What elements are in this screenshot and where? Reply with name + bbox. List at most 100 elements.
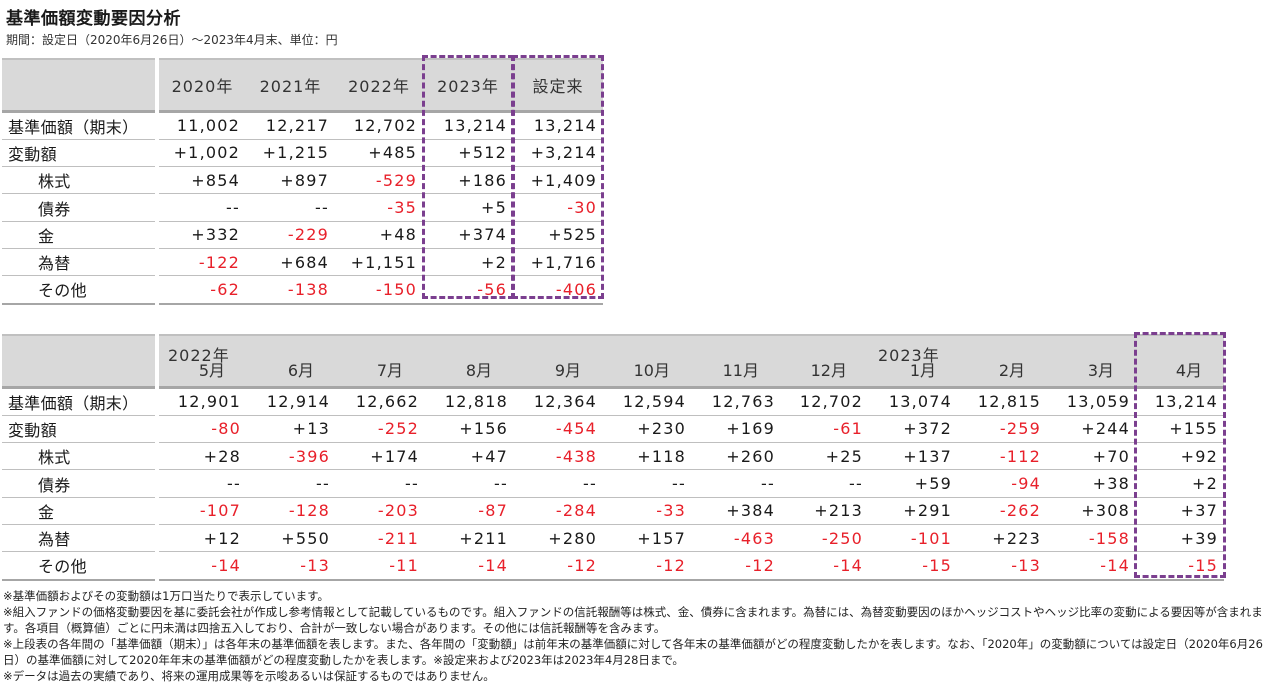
table-cell: 12,815 — [958, 387, 1047, 416]
table-cell: -62 — [159, 275, 246, 305]
table-cell: -15 — [869, 551, 958, 581]
table-cell: +2 — [423, 248, 513, 277]
monthly-row: 金 -107 -128 -203 -87 -284 -33 +384 +213 +291 -262 +… — [2, 497, 1224, 525]
table-cell: +384 — [692, 497, 781, 525]
table-cell: -12 — [603, 551, 692, 581]
year-label-2022: 2022年 — [168, 346, 230, 365]
row-label: 債券 — [2, 469, 155, 498]
table-cell: -138 — [246, 275, 335, 305]
table-cell: +230 — [603, 415, 692, 444]
table-cell: +118 — [603, 442, 692, 471]
table-cell: -14 — [781, 551, 869, 581]
table-cell: +244 — [1047, 415, 1136, 444]
table-cell: +332 — [159, 221, 246, 249]
table-cell: +213 — [781, 497, 869, 525]
monthly-col-header: 6月 — [247, 334, 336, 389]
table-cell: -80 — [159, 415, 247, 444]
table-cell: +1,151 — [335, 248, 423, 277]
annual-table: 2020年 2021年 2022年 2023年 設定来 基準価額（期末） 11,0… — [2, 58, 603, 305]
table-cell: -107 — [159, 497, 247, 525]
table-cell: 12,702 — [335, 111, 423, 140]
table-cell: 12,594 — [603, 387, 692, 416]
row-label: 為替 — [2, 248, 155, 277]
table-cell: +37 — [1136, 497, 1224, 525]
table-cell: +550 — [247, 524, 336, 553]
annual-row: 債券 -- -- -35 +5 -30 — [2, 193, 603, 222]
table-cell: -- — [159, 193, 246, 222]
table-cell: -- — [425, 469, 514, 498]
table-cell: -14 — [1047, 551, 1136, 581]
annual-header-gap — [155, 59, 159, 111]
table-cell: +223 — [958, 524, 1047, 553]
table-cell: -158 — [1047, 524, 1136, 553]
table-cell: +280 — [514, 524, 603, 553]
row-label: 変動額 — [2, 415, 155, 444]
monthly-col-header: 8月 — [425, 334, 514, 389]
table-cell: 12,763 — [692, 387, 781, 416]
table-cell: +59 — [869, 469, 958, 498]
monthly-col-header: 9月 — [514, 334, 603, 389]
page-subtitle: 期間：設定日（2020年6月26日）～2023年4月末、単位：円 — [6, 33, 338, 47]
table-cell: +38 — [1047, 469, 1136, 498]
table-cell: 13,214 — [423, 111, 513, 140]
table-cell: -35 — [335, 193, 423, 222]
monthly-col-header: 5月 — [159, 334, 247, 389]
table-cell: -- — [247, 469, 336, 498]
table-cell: +260 — [692, 442, 781, 471]
table-cell: -259 — [958, 415, 1047, 444]
footnote: ※組入ファンドの価格変動要因を基に委託会社が作成し参考情報として記載しているもの… — [3, 605, 1263, 635]
row-label: 変動額 — [2, 139, 155, 168]
annual-table-body: 基準価額（期末） 11,002 12,217 12,702 13,214 13,214 変動… — [2, 111, 603, 305]
table-cell: +92 — [1136, 442, 1224, 471]
table-cell: +155 — [1136, 415, 1224, 444]
table-cell: +174 — [336, 442, 425, 471]
table-cell: 12,914 — [247, 387, 336, 416]
table-cell: -101 — [869, 524, 958, 553]
monthly-col-header: 10月 — [603, 334, 692, 389]
monthly-row: 変動額 -80 +13 -252 +156 -454 +230 +169 -61 +372 -259… — [2, 415, 1224, 444]
table-cell: -262 — [958, 497, 1047, 525]
annual-col-header: 2020年 — [159, 58, 246, 113]
row-label: 基準価額（期末） — [2, 111, 155, 140]
monthly-col-header: 4月 — [1136, 334, 1224, 389]
annual-row: 株式 +854 +897 -529 +186 +1,409 — [2, 166, 603, 195]
table-cell: -30 — [513, 193, 603, 222]
monthly-col-header: 2月 — [958, 334, 1047, 389]
table-cell: +137 — [869, 442, 958, 471]
table-cell: +372 — [869, 415, 958, 444]
table-cell: +2 — [1136, 469, 1224, 498]
monthly-header-row: 5月 6月 7月 8月 9月 10月 11月 12月 1月 2月 3月 4月 — [2, 334, 1224, 389]
table-cell: -250 — [781, 524, 869, 553]
row-label: 債券 — [2, 193, 155, 222]
table-cell: -128 — [247, 497, 336, 525]
table-cell: -13 — [958, 551, 1047, 581]
row-label: 金 — [2, 221, 155, 249]
table-cell: +374 — [423, 221, 513, 249]
table-cell: +1,716 — [513, 248, 603, 277]
table-cell: +70 — [1047, 442, 1136, 471]
table-cell: 13,214 — [513, 111, 603, 140]
table-cell: -112 — [958, 442, 1047, 471]
year-label-2023: 2023年 — [878, 346, 940, 365]
annual-row: その他 -62 -138 -150 -56 -406 — [2, 275, 603, 305]
table-cell: +308 — [1047, 497, 1136, 525]
annual-col-header: 2021年 — [246, 58, 335, 113]
monthly-row: 債券 -- -- -- -- -- -- -- -- +59 -94 +38 +2 — [2, 469, 1224, 498]
table-cell: +854 — [159, 166, 246, 195]
table-cell: +169 — [692, 415, 781, 444]
row-label: 株式 — [2, 442, 155, 471]
monthly-row: 基準価額（期末） 12,901 12,914 12,662 12,818 12,364 12… — [2, 387, 1224, 416]
annual-row: 基準価額（期末） 11,002 12,217 12,702 13,214 13,214 — [2, 111, 603, 140]
table-cell: -229 — [246, 221, 335, 249]
annual-row: 為替 -122 +684 +1,151 +2 +1,716 — [2, 248, 603, 277]
annual-row: 金 +332 -229 +48 +374 +525 — [2, 221, 603, 249]
monthly-table-body: 基準価額（期末） 12,901 12,914 12,662 12,818 12,364 12… — [2, 387, 1224, 581]
annual-header-corner — [2, 58, 155, 113]
footnote: ※上段表の各年間の「基準価額（期末）」は各年末の基準価額を表します。また、各年間… — [3, 637, 1263, 667]
table-cell: -61 — [781, 415, 869, 444]
table-cell: +157 — [603, 524, 692, 553]
annual-col-header: 2022年 — [335, 58, 423, 113]
row-label: 為替 — [2, 524, 155, 553]
monthly-row: 為替 +12 +550 -211 +211 +280 +157 -463 -250 -101 +22… — [2, 524, 1224, 553]
table-cell: 12,364 — [514, 387, 603, 416]
